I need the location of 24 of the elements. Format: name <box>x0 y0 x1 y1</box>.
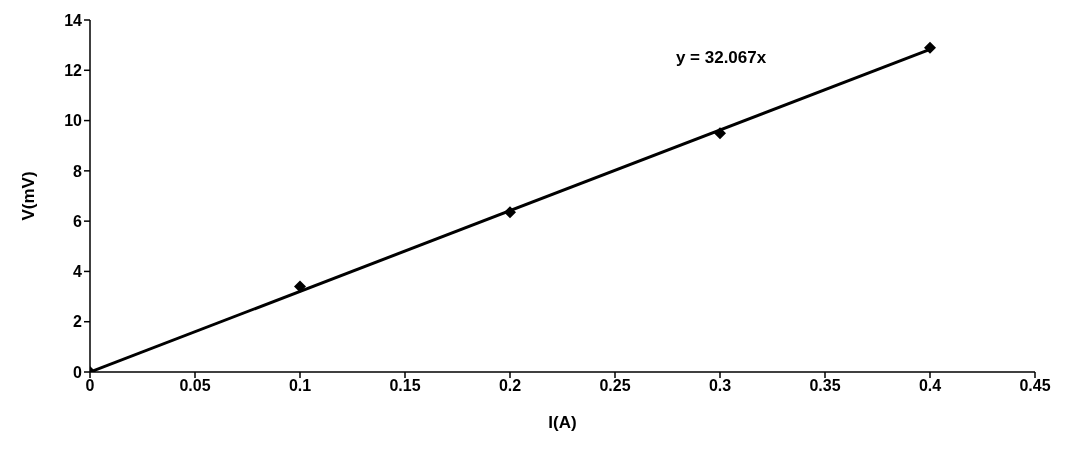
y-tick-label: 4 <box>73 263 83 281</box>
annotation: y = 32.067x <box>675 48 767 69</box>
x-tick-label: 0.05 <box>179 377 211 395</box>
point <box>504 206 516 219</box>
x-tick-label: 0.35 <box>809 377 841 395</box>
y-tick-label: 0 <box>73 363 83 381</box>
y-tick-label: 10 <box>64 112 83 130</box>
x-tick-label: 0.2 <box>498 377 522 395</box>
y-tick-label: 2 <box>73 313 83 331</box>
x-axis-title: I(A) <box>548 413 577 432</box>
y-axis-title: V(mV) <box>19 171 39 221</box>
x-tick-label: 0.1 <box>288 377 312 395</box>
y-tick-label: 14 <box>64 11 83 29</box>
x-tick-label: 0.3 <box>708 377 732 395</box>
x-tick-label: 0.15 <box>389 377 421 395</box>
y-tick-label: 6 <box>73 212 83 230</box>
point <box>714 127 726 140</box>
x-tick-label: 0 <box>85 377 95 395</box>
x-tick-label: 0.45 <box>1019 377 1051 395</box>
x-tick-label: 0.25 <box>599 377 631 395</box>
point <box>924 41 936 54</box>
x-tick-label: 0.4 <box>918 377 942 395</box>
y-tick-label: 12 <box>64 61 83 79</box>
y-tick-label: 8 <box>73 162 83 180</box>
